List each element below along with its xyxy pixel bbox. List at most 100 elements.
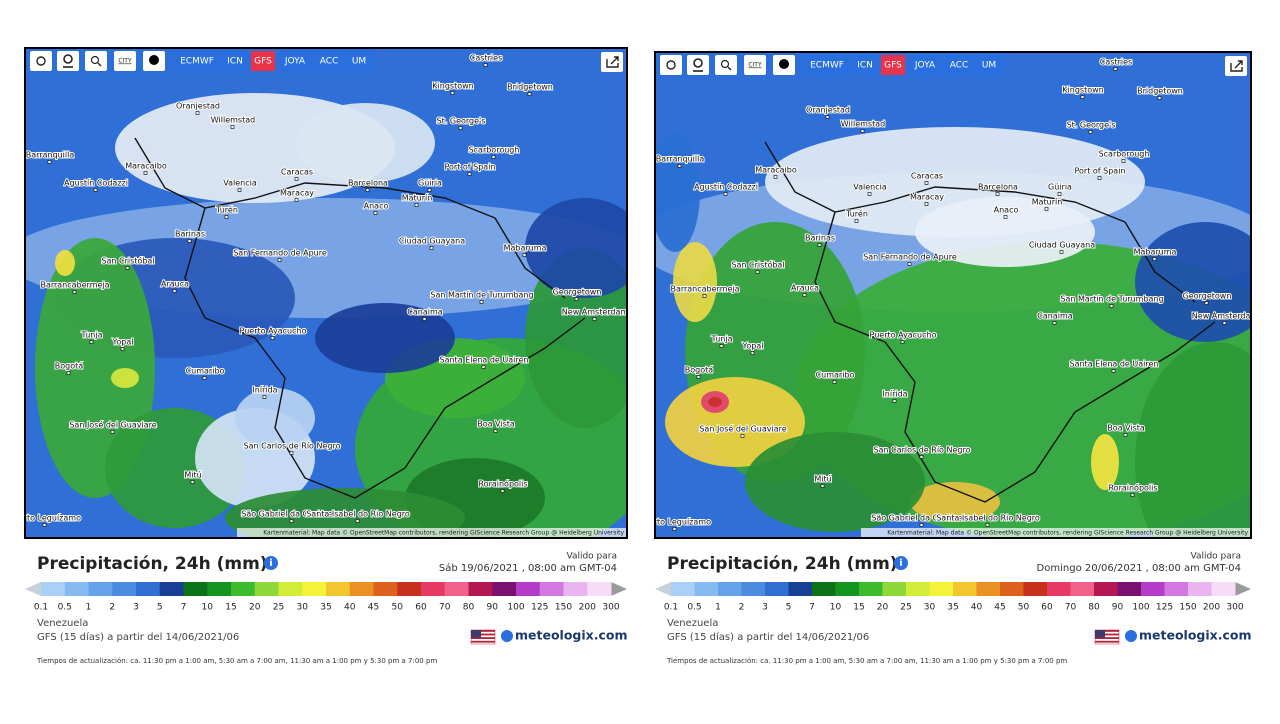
- city-label: Barranquilla: [26, 151, 75, 160]
- city-dot: [592, 317, 597, 321]
- tool-button[interactable]: [660, 55, 682, 75]
- info-icon[interactable]: [264, 556, 278, 570]
- city-label: Anaco: [994, 206, 1019, 215]
- model-label: ICN: [227, 57, 243, 67]
- city-dot: [1052, 321, 1057, 325]
- city-dot: [924, 202, 929, 206]
- scale-label: 100: [507, 603, 524, 613]
- scale-label: 30: [297, 603, 309, 613]
- dot-icon: [779, 59, 789, 69]
- city-dot: [493, 429, 498, 433]
- share-button[interactable]: [601, 52, 623, 72]
- tool-button[interactable]: [687, 55, 709, 75]
- city-dot: [802, 293, 807, 297]
- city-label: Bridgetown: [507, 83, 553, 92]
- tool-button[interactable]: [114, 51, 136, 71]
- model-button[interactable]: [347, 51, 371, 71]
- model-button[interactable]: [175, 51, 219, 71]
- city-label: Mitú: [814, 475, 831, 484]
- attribution-bg: [237, 528, 627, 538]
- tool-button[interactable]: [85, 51, 107, 71]
- map-frame: [24, 47, 628, 539]
- city-dot: [195, 111, 200, 115]
- scale-swatch: [1188, 582, 1212, 596]
- city-dot: [854, 219, 859, 223]
- tool-button[interactable]: [57, 51, 79, 71]
- precip-area: [1135, 222, 1251, 342]
- city-dot: [919, 455, 924, 459]
- scale-swatch: [254, 582, 279, 596]
- precip-area: [525, 198, 627, 298]
- tool-button[interactable]: [715, 55, 737, 75]
- scale-label: 5: [157, 603, 163, 613]
- map-panel: Castries Kingstown Bridgetown St. George's O…: [654, 51, 1252, 539]
- city-dot: [892, 399, 897, 403]
- scale-swatch: [112, 582, 137, 596]
- border: [494, 217, 566, 299]
- scale-swatch: [587, 582, 612, 596]
- model-button[interactable]: [977, 55, 1001, 75]
- model-button[interactable]: [223, 51, 247, 71]
- city-dot: [294, 177, 299, 181]
- city-label: Cumaribo: [186, 367, 225, 376]
- scale-label: 60: [1041, 603, 1053, 613]
- tool-button[interactable]: [30, 51, 52, 71]
- city-label: Agustín Codazzi: [64, 179, 128, 188]
- city-dot: [190, 480, 195, 484]
- city-dot: [995, 192, 1000, 196]
- city-label: Maracay: [910, 193, 944, 202]
- model-button[interactable]: [251, 51, 275, 71]
- city-label: Barcelona: [348, 179, 388, 188]
- scale-arrow-left: [25, 582, 41, 596]
- tool-button[interactable]: [744, 55, 766, 75]
- share-button[interactable]: [1225, 56, 1247, 76]
- info-icon[interactable]: [894, 556, 908, 570]
- city-label: Port of Spain: [444, 163, 495, 172]
- scale-label: 1: [86, 603, 92, 613]
- city-label: Mabaruma: [504, 244, 547, 253]
- city-label: San Martín de Turumbang: [1060, 295, 1163, 304]
- scale-label: 25: [900, 603, 911, 613]
- scale-swatch: [1000, 582, 1024, 596]
- city-label: Rorainópolis: [478, 479, 527, 489]
- dot-icon: [149, 55, 159, 65]
- model-button[interactable]: [805, 55, 849, 75]
- model-button[interactable]: [315, 51, 343, 71]
- model-button[interactable]: [279, 51, 311, 71]
- zoom-icon: [720, 59, 730, 69]
- city-dot: [860, 129, 865, 133]
- city-dot: [817, 243, 822, 247]
- scale-label: 35: [947, 603, 958, 613]
- city-dot: [1003, 215, 1008, 219]
- city-dot: [270, 336, 275, 340]
- city-label: Arauca: [161, 280, 189, 289]
- valid-label: Valido para: [1191, 552, 1242, 562]
- model-button[interactable]: [881, 55, 905, 75]
- border: [814, 211, 1216, 503]
- city-dot: [187, 239, 192, 243]
- zoom-handle: [727, 66, 732, 71]
- city-dot: [867, 192, 872, 196]
- city-dot: [72, 290, 77, 294]
- city-label: Oranjestad: [806, 106, 850, 115]
- scale-arrow-right: [611, 582, 627, 596]
- scale-swatch: [765, 582, 789, 596]
- model-button[interactable]: [853, 55, 877, 75]
- valid-label: Valido para: [567, 552, 618, 562]
- city-label: Caracas: [911, 172, 943, 181]
- scale-label: 80: [463, 603, 475, 613]
- zoom-icon: [90, 55, 100, 65]
- city-dot: [773, 175, 778, 179]
- model-button[interactable]: [909, 55, 941, 75]
- scale-label: 80: [1088, 603, 1100, 613]
- scale-label: 3: [133, 603, 139, 613]
- precip-area: [295, 103, 435, 183]
- city-dot: [900, 340, 905, 344]
- scale-label: 10: [830, 603, 842, 613]
- precip-area: [655, 132, 700, 252]
- model-button[interactable]: [945, 55, 973, 75]
- scale-swatch: [492, 582, 517, 596]
- city-dot: [919, 523, 924, 527]
- city-dot: [143, 171, 148, 175]
- scale-swatch: [976, 582, 1001, 596]
